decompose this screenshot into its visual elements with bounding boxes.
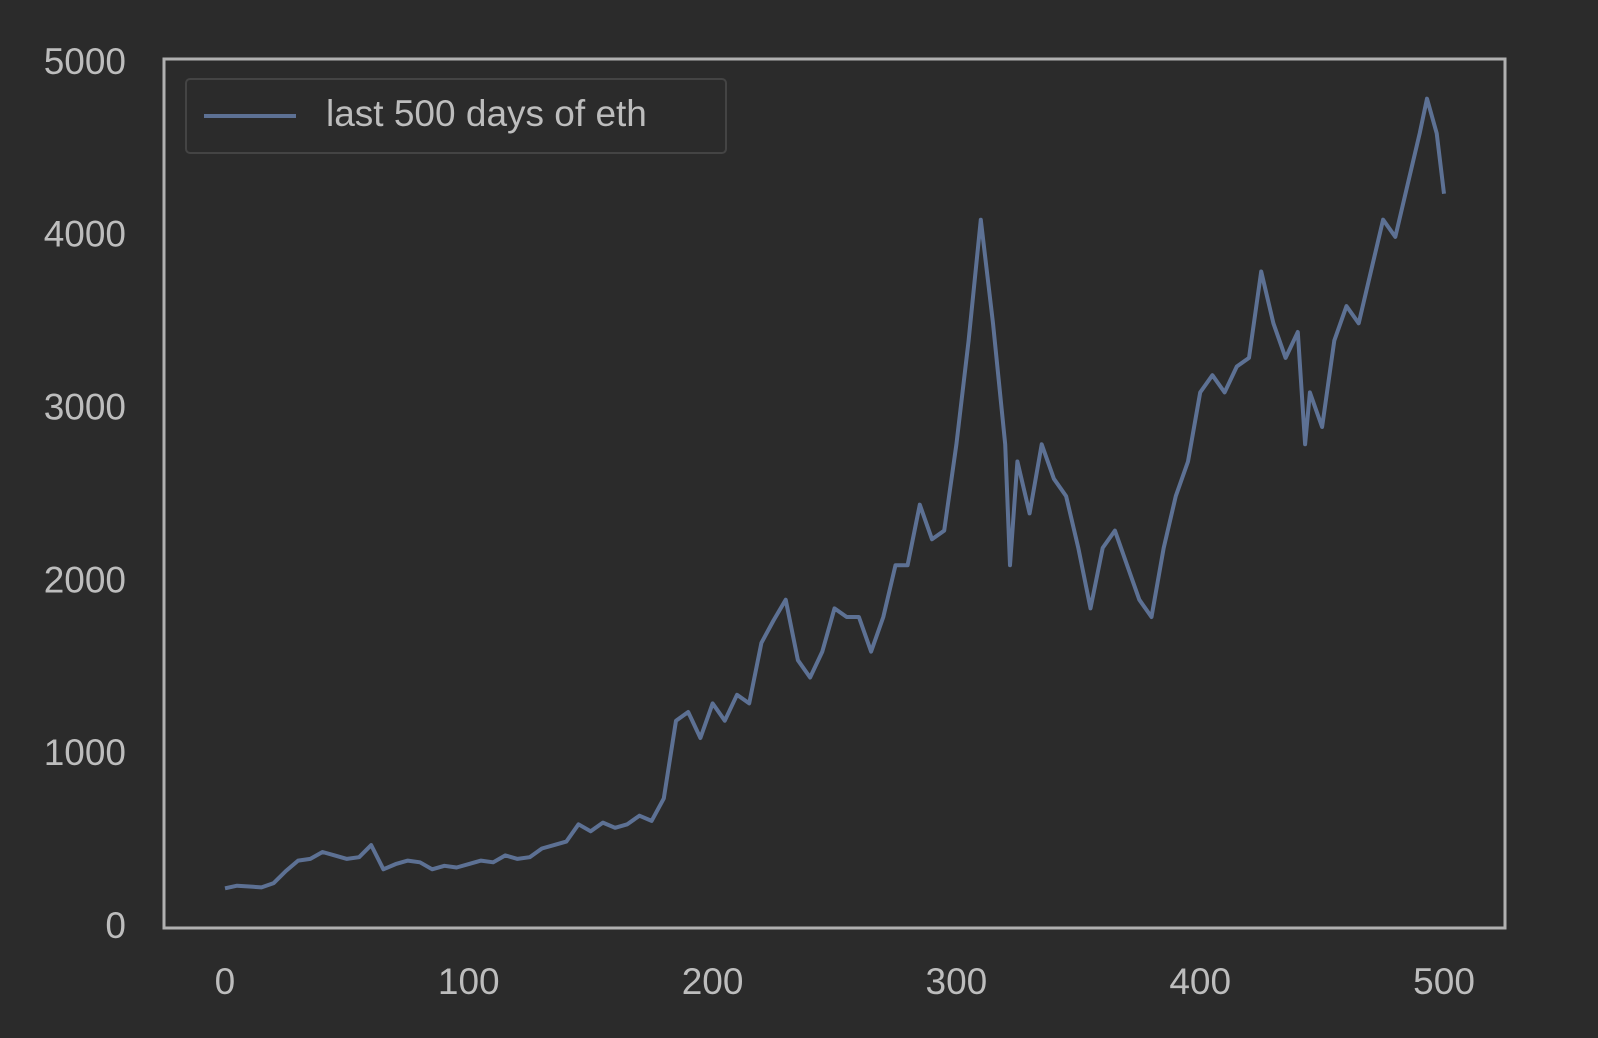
line [224, 96, 1446, 891]
x-tick-label: 500 [1413, 961, 1475, 1002]
y-tick-label: 4000 [44, 214, 126, 255]
x-tick-label: 400 [1169, 961, 1231, 1002]
x-tick-label: 200 [682, 961, 744, 1002]
legend: last 500 days of eth [185, 78, 727, 154]
y-tick-label: 3000 [44, 386, 126, 427]
plot-frame [162, 57, 1507, 930]
legend-label: last 500 days of eth [326, 93, 647, 134]
y-tick-label: 1000 [44, 732, 126, 773]
y-tick-label: 5000 [44, 41, 126, 82]
y-tick-label: 0 [105, 905, 126, 946]
y-tick-label: 2000 [44, 559, 126, 600]
x-tick-label: 300 [926, 961, 988, 1002]
x-tick-label: 0 [215, 961, 236, 1002]
x-tick-label: 100 [438, 961, 500, 1002]
legend-box [185, 78, 727, 154]
